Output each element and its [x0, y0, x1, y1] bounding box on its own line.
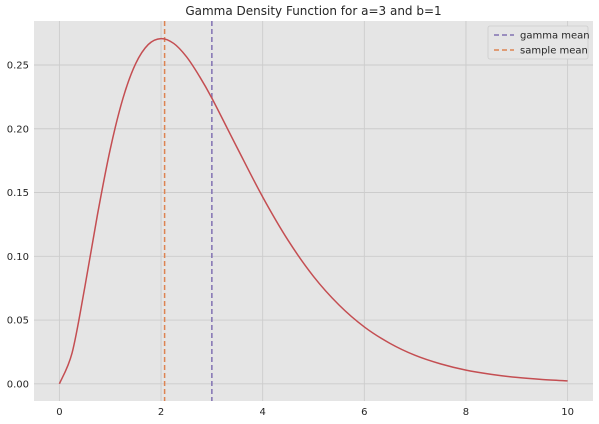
density-curve: [58, 37, 568, 385]
legend-label-sample-mean: sample mean: [520, 46, 588, 57]
x-tick-label: 4: [259, 407, 265, 418]
y-tick-label: 0.05: [7, 316, 29, 327]
y-tick-label: 0.10: [7, 252, 29, 263]
axis-ticks: 0 2 4 6 8 10 0.00 0.05 0.10 0.15 0.20 0.25: [7, 60, 574, 418]
legend-label-gamma-mean: gamma mean: [520, 31, 590, 42]
y-tick-label: 0.15: [7, 188, 29, 199]
x-tick-label: 2: [158, 407, 164, 418]
mean-lines: [163, 21, 213, 401]
grid: [34, 21, 593, 401]
density-curve-layer: [58, 37, 568, 385]
x-tick-label: 0: [56, 407, 62, 418]
x-tick-label: 10: [561, 407, 574, 418]
x-tick-label: 6: [361, 407, 367, 418]
y-tick-label: 0.00: [7, 379, 29, 390]
plot-background: [34, 21, 593, 401]
y-tick-label: 0.20: [7, 124, 29, 135]
chart-title: Gamma Density Function for a=3 and b=1: [185, 4, 441, 18]
legend: gamma mean sample mean: [487, 25, 590, 60]
x-tick-label: 8: [463, 407, 469, 418]
y-tick-label: 0.25: [7, 60, 29, 71]
